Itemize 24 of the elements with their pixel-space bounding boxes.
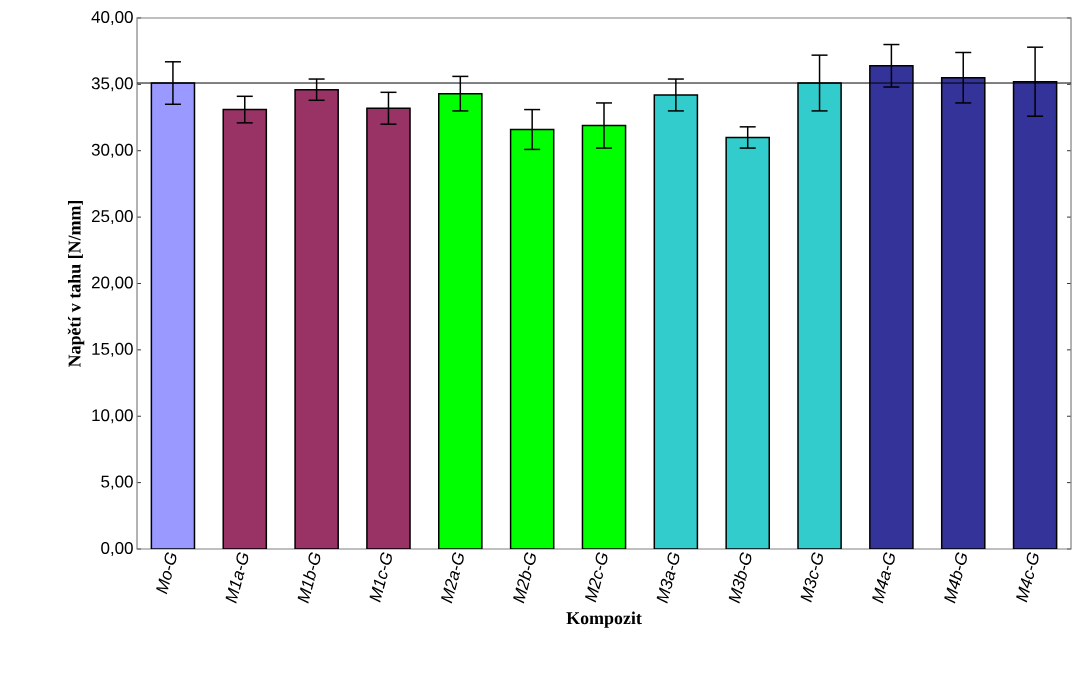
- y-tick-label: 5,00: [101, 475, 133, 490]
- y-tick-label: 30,00: [91, 143, 133, 158]
- x-tick-label: M1a-G: [225, 552, 249, 604]
- x-tick-label: M1b-G: [297, 552, 321, 604]
- y-tick-label: 35,00: [91, 77, 133, 92]
- x-tick-label: M2b-G: [513, 552, 536, 604]
- y-tick-label: 10,00: [92, 409, 133, 424]
- x-tick-label: M3b-G: [728, 552, 752, 604]
- x-tick-label: M4a-G: [872, 552, 895, 604]
- x-axis-title: Kompozit: [566, 611, 642, 628]
- x-tick-label: M4c-G: [1016, 552, 1039, 603]
- x-tick-label: M2a-G: [441, 552, 464, 604]
- y-tick-label: 20,00: [91, 276, 133, 291]
- x-tick-label: M3c-G: [800, 552, 823, 603]
- y-tick-label: 25,00: [91, 210, 133, 225]
- y-tick-label: 0,00: [101, 541, 133, 556]
- x-tick-label: M1c-G: [369, 552, 392, 603]
- x-tick-label: M2c-G: [585, 552, 608, 603]
- y-tick-label: 15,00: [92, 342, 133, 357]
- x-tick-label: M3a-G: [656, 552, 680, 604]
- x-tick-label: M4b-G: [944, 552, 967, 604]
- y-tick-label: 40,00: [91, 10, 133, 25]
- y-axis-title: Napětí v tahu [N/mm]: [67, 200, 85, 368]
- x-tick-label: Mo-G: [156, 552, 177, 595]
